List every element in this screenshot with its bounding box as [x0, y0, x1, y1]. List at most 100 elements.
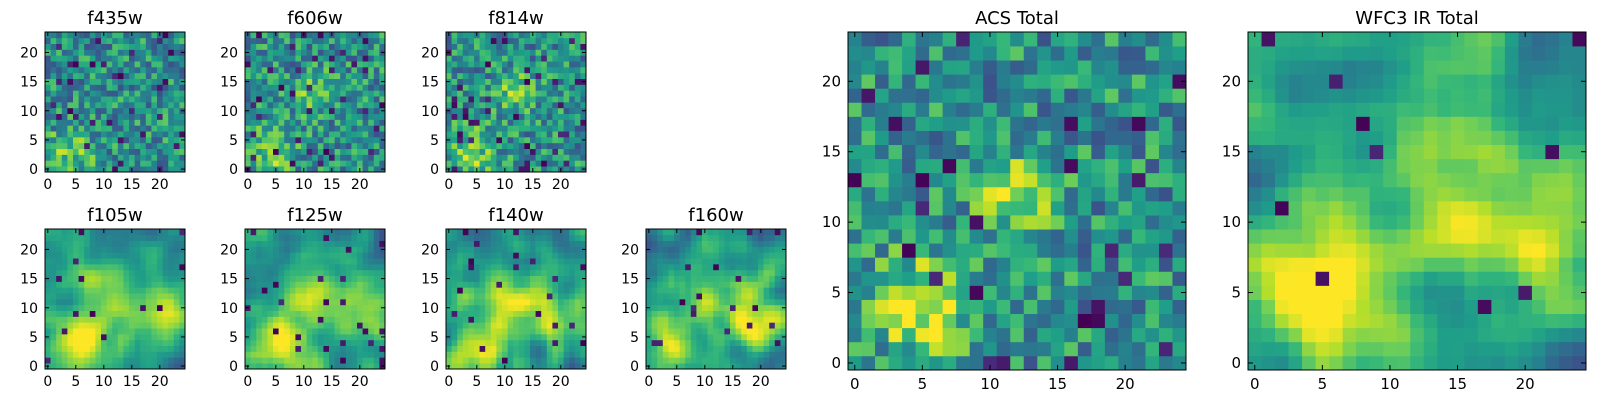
- heatmap-cell: [513, 90, 520, 97]
- heatmap-cell: [496, 287, 503, 294]
- heatmap-cell: [351, 55, 358, 62]
- heatmap-cell: [289, 96, 296, 103]
- heatmap-cell: [535, 61, 542, 68]
- heatmap-cell: [261, 148, 268, 155]
- heatmap-cell: [162, 287, 169, 294]
- heatmap-cell: [106, 322, 113, 329]
- heatmap-cell: [101, 96, 107, 103]
- heatmap-cell: [345, 275, 352, 282]
- heatmap-cell: [474, 154, 480, 161]
- heatmap-cell: [530, 304, 536, 312]
- heatmap-cell: [535, 258, 542, 265]
- heatmap-cell: [513, 339, 520, 347]
- heatmap-cell: [485, 293, 492, 300]
- heatmap-cell: [145, 78, 152, 85]
- heatmap-cell: [368, 160, 375, 167]
- heatmap-cell: [956, 299, 971, 315]
- heatmap-cell: [129, 299, 135, 306]
- heatmap-cell: [1050, 158, 1065, 174]
- heatmap-cell: [317, 357, 324, 364]
- heatmap-cell: [1064, 355, 1079, 371]
- heatmap-cell: [942, 201, 957, 216]
- heatmap-cell: [996, 88, 1011, 103]
- heatmap-cell: [45, 339, 51, 347]
- heatmap-cell: [168, 72, 175, 80]
- heatmap-cell: [983, 243, 998, 258]
- heatmap-cell: [507, 119, 514, 126]
- heatmap-cell: [312, 293, 319, 300]
- heatmap-cell: [1131, 341, 1146, 357]
- heatmap-cell: [101, 304, 107, 312]
- heatmap-cell: [685, 264, 692, 271]
- heatmap-cell: [535, 72, 542, 80]
- heatmap-cell: [490, 61, 497, 68]
- heatmap-cell: [446, 357, 452, 364]
- heatmap-cell: [123, 160, 130, 167]
- heatmap-cell: [685, 252, 692, 259]
- heatmap-cell: [179, 90, 186, 97]
- y-tick-label: 20: [220, 45, 238, 61]
- heatmap-cell: [345, 107, 352, 115]
- heatmap-cell: [295, 148, 302, 155]
- heatmap-cell: [446, 55, 452, 62]
- heatmap-cell: [513, 102, 520, 109]
- x-tick-label: 10: [295, 374, 313, 390]
- heatmap-cell: [123, 119, 130, 126]
- heatmap-cell: [56, 264, 63, 271]
- heatmap-cell: [340, 102, 347, 109]
- heatmap-cell: [513, 334, 520, 341]
- heatmap-cell: [530, 107, 536, 115]
- heatmap-cell: [145, 154, 152, 161]
- heatmap-cell: [457, 160, 464, 167]
- heatmap-cell: [713, 264, 720, 271]
- heatmap-cell: [157, 275, 163, 282]
- heatmap-cell: [507, 125, 514, 132]
- heatmap-cell: [151, 49, 158, 56]
- heatmap-cell: [530, 119, 536, 126]
- heatmap-cell: [646, 316, 652, 323]
- heatmap-cell: [942, 355, 957, 371]
- heatmap-cell: [546, 240, 553, 247]
- heatmap-cell: [117, 281, 124, 288]
- heatmap-cell: [1118, 74, 1133, 89]
- heatmap-cell: [535, 37, 542, 45]
- heatmap-cell: [334, 119, 341, 126]
- heatmap-cell: [758, 316, 764, 323]
- heatmap-cell: [256, 252, 263, 259]
- heatmap-cell: [301, 304, 307, 312]
- heatmap-cell: [724, 299, 731, 306]
- heatmap-cell: [769, 240, 776, 247]
- heatmap-cell: [45, 131, 51, 138]
- heatmap-cell: [129, 351, 135, 358]
- heatmap-cell: [373, 67, 380, 74]
- heatmap-cell: [334, 363, 341, 370]
- heatmap-cell: [518, 334, 525, 341]
- heatmap-cell: [513, 154, 520, 161]
- heatmap-cell: [345, 43, 352, 50]
- heatmap-cell: [580, 264, 587, 271]
- heatmap-cell: [569, 102, 576, 109]
- heatmap-cell: [301, 49, 307, 56]
- heatmap-cell: [875, 144, 889, 160]
- heatmap-cell: [261, 281, 268, 288]
- heatmap-cell: [250, 345, 257, 352]
- heatmap-cell: [95, 72, 102, 80]
- heatmap-cell: [646, 258, 652, 265]
- heatmap-cell: [1064, 116, 1079, 131]
- heatmap-cell: [496, 316, 503, 323]
- heatmap-cell: [323, 351, 330, 358]
- heatmap-cell: [73, 131, 79, 138]
- heatmap-cell: [123, 357, 130, 364]
- heatmap-cell: [690, 246, 697, 253]
- x-tick-label: 5: [672, 374, 681, 390]
- heatmap-cell: [373, 328, 380, 335]
- heatmap-cell: [50, 264, 57, 271]
- heatmap-cell: [50, 269, 57, 277]
- heatmap-cell: [301, 287, 307, 294]
- heatmap-cell: [769, 316, 776, 323]
- heatmap-cell: [530, 345, 536, 352]
- heatmap-cell: [157, 345, 163, 352]
- heatmap-cell: [774, 363, 781, 370]
- heatmap-cell: [284, 281, 291, 288]
- heatmap-cell: [848, 229, 862, 244]
